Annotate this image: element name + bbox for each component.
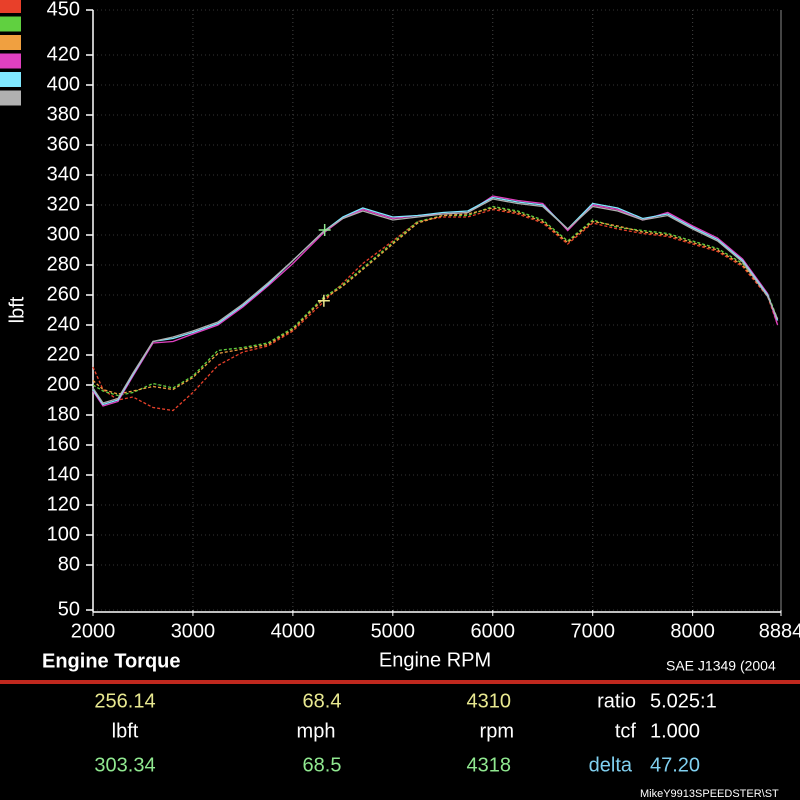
legend-swatch — [0, 35, 21, 50]
readout-label: tcf — [615, 720, 637, 742]
x-axis-label: Engine RPM — [379, 649, 491, 671]
readout-unit: lbft — [112, 720, 139, 742]
readout-value: 1.000 — [650, 720, 700, 742]
y-tick-label: 340 — [47, 163, 80, 185]
legend-swatch — [0, 53, 21, 69]
readout-value: 68.5 — [303, 754, 342, 776]
x-tick-label: 4000 — [271, 620, 316, 642]
cursor-marker — [318, 223, 331, 236]
readout-unit: mph — [297, 720, 336, 742]
y-tick-label: 300 — [47, 223, 80, 245]
standard-label: SAE J1349 (2004 — [666, 658, 776, 674]
y-tick-label: 180 — [47, 403, 80, 425]
x-tick-label: 5000 — [371, 620, 416, 642]
y-tick-label: 240 — [47, 313, 80, 335]
torque-line — [92, 208, 779, 412]
x-tick-label: 8884 — [759, 620, 800, 642]
readout-label: delta — [589, 754, 633, 776]
readout-label: ratio — [597, 690, 636, 712]
readout-value: 303.34 — [94, 754, 155, 776]
readout-value: 5.025:1 — [650, 690, 717, 712]
readout-value: 4310 — [467, 690, 512, 712]
readout-value: 68.4 — [303, 690, 342, 712]
legend-swatch — [0, 16, 21, 32]
y-tick-label: 200 — [47, 373, 80, 395]
x-tick-label: 3000 — [171, 620, 216, 642]
y-tick-label: 380 — [47, 103, 80, 125]
legend-swatch — [0, 0, 21, 13]
x-tick-label: 2000 — [71, 620, 116, 642]
legend-swatch — [0, 90, 21, 106]
y-tick-label: 280 — [47, 253, 80, 275]
divider — [0, 680, 800, 684]
y-tick-label: 450 — [47, 0, 80, 20]
y-tick-label: 260 — [47, 283, 80, 305]
readout-value: 256.14 — [94, 690, 155, 712]
torque-line — [92, 205, 779, 397]
torque-line — [92, 207, 779, 395]
y-tick-label: 50 — [58, 598, 80, 620]
y-tick-label: 160 — [47, 433, 80, 455]
y-tick-label: 80 — [58, 553, 80, 575]
y-tick-label: 420 — [47, 43, 80, 65]
y-tick-label: 400 — [47, 73, 80, 95]
y-tick-label: 100 — [47, 523, 80, 545]
readout-value: 4318 — [467, 754, 512, 776]
chart-title: Engine Torque — [42, 650, 181, 672]
y-tick-label: 220 — [47, 343, 80, 365]
y-tick-label: 140 — [47, 463, 80, 485]
footer: MikeY9913SPEEDSTER\ST — [640, 788, 779, 800]
x-tick-label: 8000 — [670, 620, 715, 642]
torque-line — [92, 196, 779, 406]
y-axis-label: lbft — [6, 296, 28, 323]
readout-unit: rpm — [480, 720, 514, 742]
x-tick-label: 7000 — [570, 620, 615, 642]
y-tick-label: 320 — [47, 193, 80, 215]
torque-line — [92, 198, 779, 404]
y-tick-label: 120 — [47, 493, 80, 515]
cursor-marker — [317, 294, 330, 307]
y-tick-label: 360 — [47, 133, 80, 155]
readout-value: 47.20 — [650, 754, 700, 776]
x-tick-label: 6000 — [471, 620, 516, 642]
legend-swatch — [0, 72, 21, 87]
